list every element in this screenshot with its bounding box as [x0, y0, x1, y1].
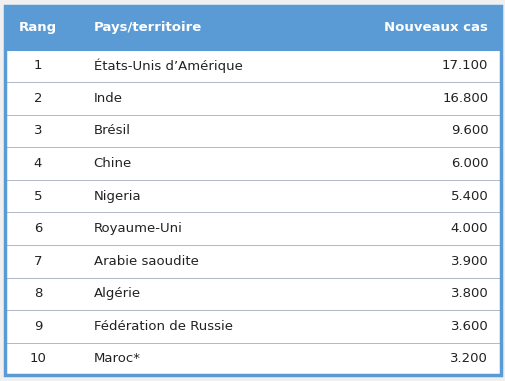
Text: Rang: Rang: [19, 21, 57, 34]
Text: 17.100: 17.100: [441, 59, 487, 72]
Text: 3.800: 3.800: [449, 287, 487, 300]
Text: 6.000: 6.000: [450, 157, 487, 170]
Text: 10: 10: [29, 352, 46, 365]
Text: Fédération de Russie: Fédération de Russie: [93, 320, 232, 333]
Text: 9: 9: [34, 320, 42, 333]
Text: 9.600: 9.600: [450, 125, 487, 138]
Text: 16.800: 16.800: [441, 92, 487, 105]
Bar: [5, 6, 500, 50]
Text: 4.000: 4.000: [450, 222, 487, 235]
Text: 5.400: 5.400: [449, 190, 487, 203]
Text: Pays/territoire: Pays/territoire: [93, 21, 201, 34]
Text: 4: 4: [34, 157, 42, 170]
Text: Brésil: Brésil: [93, 125, 130, 138]
Text: Nouveaux cas: Nouveaux cas: [384, 21, 487, 34]
Text: Algérie: Algérie: [93, 287, 140, 300]
Text: Nigeria: Nigeria: [93, 190, 141, 203]
Text: Arabie saoudite: Arabie saoudite: [93, 255, 198, 268]
Text: 3.200: 3.200: [449, 352, 487, 365]
Text: 7: 7: [34, 255, 42, 268]
Bar: [5, 50, 500, 375]
Text: 3.600: 3.600: [449, 320, 487, 333]
Text: Maroc*: Maroc*: [93, 352, 140, 365]
Text: 2: 2: [34, 92, 42, 105]
Text: Chine: Chine: [93, 157, 132, 170]
Text: Royaume-Uni: Royaume-Uni: [93, 222, 182, 235]
Text: 8: 8: [34, 287, 42, 300]
Text: Inde: Inde: [93, 92, 122, 105]
Text: 6: 6: [34, 222, 42, 235]
Text: 5: 5: [34, 190, 42, 203]
Text: États-Unis d’Amérique: États-Unis d’Amérique: [93, 59, 242, 73]
Text: 3: 3: [34, 125, 42, 138]
Text: 3.900: 3.900: [449, 255, 487, 268]
Text: 1: 1: [34, 59, 42, 72]
